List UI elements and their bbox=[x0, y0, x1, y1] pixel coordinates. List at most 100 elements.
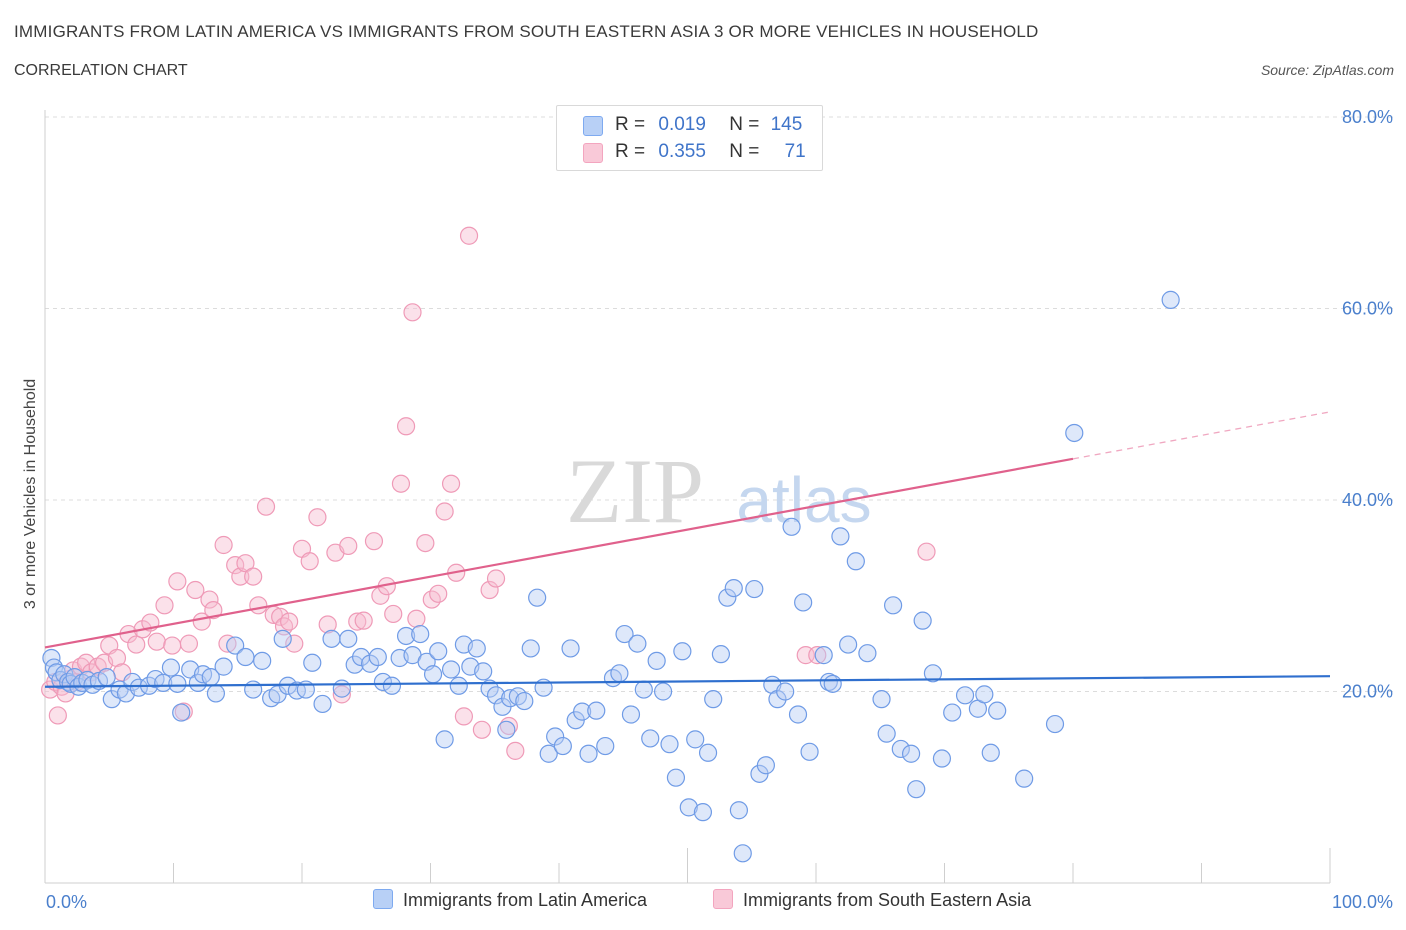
point-se-asia bbox=[285, 634, 304, 653]
point-latin-america bbox=[154, 673, 173, 692]
point-latin-america bbox=[1065, 423, 1084, 443]
point-se-asia bbox=[280, 612, 299, 631]
point-latin-america bbox=[528, 588, 547, 607]
x-tick-label-min: 0.0% bbox=[46, 892, 87, 912]
point-se-asia bbox=[459, 226, 479, 245]
point-latin-america bbox=[913, 611, 932, 630]
point-latin-america bbox=[647, 651, 666, 670]
point-se-asia bbox=[244, 567, 263, 586]
point-latin-america bbox=[932, 749, 952, 768]
point-latin-america bbox=[653, 682, 673, 701]
point-latin-america bbox=[561, 639, 580, 658]
point-latin-america bbox=[800, 742, 819, 761]
point-latin-america bbox=[628, 634, 647, 653]
point-se-asia bbox=[384, 604, 403, 624]
point-se-asia bbox=[407, 609, 426, 628]
point-latin-america bbox=[515, 691, 534, 711]
point-latin-america bbox=[332, 679, 351, 698]
point-se-asia bbox=[231, 567, 250, 586]
point-se-asia bbox=[300, 552, 319, 571]
trend-lines bbox=[44, 411, 1331, 688]
point-se-asia bbox=[308, 508, 327, 527]
point-latin-america bbox=[679, 798, 698, 817]
point-se-asia bbox=[429, 584, 448, 603]
legend-swatch-pink bbox=[713, 889, 733, 909]
point-latin-america bbox=[480, 679, 499, 698]
point-latin-america bbox=[839, 635, 858, 654]
point-se-asia bbox=[403, 303, 422, 322]
point-latin-america bbox=[794, 593, 813, 612]
point-latin-america bbox=[693, 803, 713, 822]
point-latin-america bbox=[718, 588, 737, 607]
point-se-asia bbox=[155, 596, 174, 615]
point-se-asia bbox=[371, 586, 390, 605]
point-latin-america bbox=[435, 730, 454, 749]
point-latin-america bbox=[553, 736, 572, 756]
point-se-asia bbox=[354, 611, 373, 630]
point-latin-america bbox=[382, 676, 402, 695]
trend-line-se-asia-extension bbox=[1072, 411, 1331, 460]
axes bbox=[44, 110, 1331, 884]
point-se-asia bbox=[808, 646, 827, 665]
point-latin-america bbox=[981, 743, 1000, 762]
point-latin-america bbox=[831, 527, 850, 546]
point-latin-america bbox=[724, 578, 743, 598]
point-latin-america bbox=[303, 653, 322, 672]
point-latin-america bbox=[339, 629, 358, 648]
r-label: R = bbox=[615, 141, 646, 162]
trend-line-se-asia bbox=[44, 457, 1074, 649]
point-latin-america bbox=[449, 676, 468, 695]
point-latin-america bbox=[768, 690, 787, 709]
y-tick-label: 40.0% bbox=[1342, 490, 1393, 510]
point-latin-america bbox=[733, 844, 752, 863]
point-se-asia bbox=[454, 707, 474, 726]
chart-title: IMMIGRANTS FROM LATIN AMERICA VS IMMIGRA… bbox=[14, 22, 1039, 41]
point-latin-america bbox=[846, 552, 865, 571]
point-latin-america bbox=[634, 680, 653, 699]
point-se-asia bbox=[236, 554, 255, 573]
point-se-asia bbox=[163, 636, 182, 655]
point-se-asia bbox=[339, 536, 358, 556]
point-latin-america bbox=[423, 665, 443, 684]
point-se-asia bbox=[486, 569, 506, 588]
y-tick-label: 20.0% bbox=[1342, 682, 1393, 702]
point-latin-america bbox=[975, 685, 994, 704]
series-latam-points bbox=[42, 290, 1180, 863]
point-se-asia bbox=[168, 572, 187, 591]
point-latin-america bbox=[698, 743, 718, 762]
point-se-asia bbox=[917, 542, 936, 561]
point-latin-america bbox=[429, 642, 448, 661]
point-latin-america bbox=[206, 684, 226, 703]
legend-swatch-pink bbox=[583, 143, 603, 163]
point-se-asia bbox=[435, 502, 454, 521]
point-latin-america bbox=[1161, 290, 1180, 309]
watermark-zip: ZIP bbox=[566, 440, 704, 542]
point-latin-america bbox=[486, 686, 506, 705]
point-latin-america bbox=[172, 703, 191, 722]
point-latin-america bbox=[729, 801, 749, 820]
source-credit: Source: ZipAtlas.com bbox=[1260, 62, 1394, 78]
point-se-asia bbox=[214, 535, 233, 555]
point-latin-america bbox=[711, 645, 731, 664]
point-se-asia bbox=[127, 635, 146, 654]
point-latin-america bbox=[610, 664, 629, 683]
point-latin-america bbox=[573, 702, 592, 721]
point-latin-america bbox=[368, 647, 387, 667]
n-label: N = bbox=[729, 141, 760, 162]
point-se-asia bbox=[318, 615, 337, 634]
point-latin-america bbox=[587, 701, 606, 720]
point-latin-america bbox=[273, 629, 292, 648]
n-value: 71 bbox=[784, 141, 806, 162]
watermark: ZIP atlas bbox=[566, 440, 872, 542]
point-latin-america bbox=[313, 694, 332, 714]
point-latin-america bbox=[776, 682, 795, 701]
point-latin-america bbox=[877, 724, 896, 743]
point-se-asia bbox=[204, 601, 223, 620]
point-latin-america bbox=[901, 744, 921, 763]
point-latin-america bbox=[621, 705, 641, 724]
point-latin-america bbox=[322, 629, 341, 648]
point-latin-america bbox=[97, 668, 116, 687]
point-se-asia bbox=[416, 533, 435, 553]
point-latin-america bbox=[782, 517, 801, 536]
